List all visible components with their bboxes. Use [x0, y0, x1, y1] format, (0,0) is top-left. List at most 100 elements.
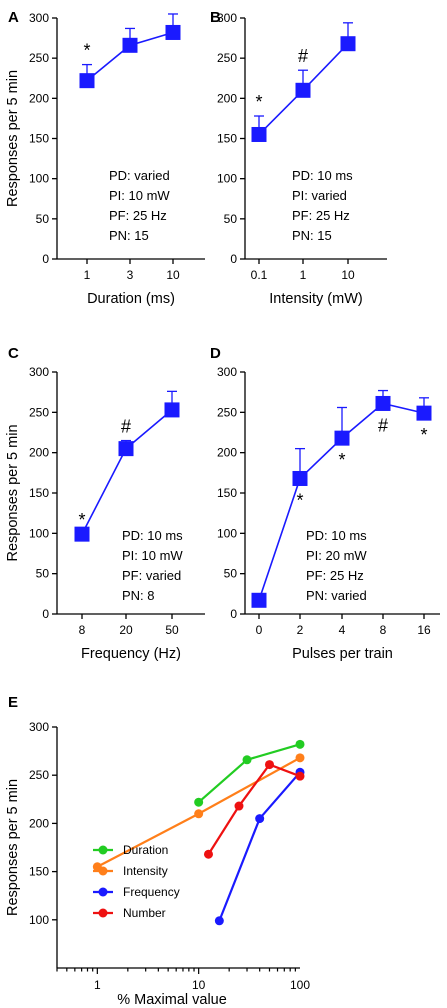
y-tick-label: 200 — [217, 91, 237, 105]
x-axis-label: % Maximal value — [117, 992, 227, 1008]
data-point — [194, 809, 204, 819]
data-point — [375, 395, 391, 411]
panel-letter: B — [210, 9, 221, 26]
x-tick-label: 8 — [79, 623, 86, 637]
y-tick-label: 300 — [29, 720, 49, 734]
data-point — [74, 526, 90, 542]
parameter-label: PD: 10 ms — [122, 528, 183, 543]
y-tick-label: 300 — [217, 365, 237, 379]
legend-label: Intensity — [123, 864, 168, 878]
parameter-label: PD: 10 ms — [306, 528, 367, 543]
y-tick-label: 100 — [29, 913, 49, 927]
parameter-label: PF: varied — [122, 568, 181, 583]
x-tick-label: 8 — [380, 623, 387, 637]
series-frequency — [214, 767, 305, 926]
parameter-label: PI: 10 mW — [122, 548, 183, 563]
significance-marker: * — [420, 425, 427, 445]
x-tick-label: 16 — [417, 623, 431, 637]
y-tick-label: 300 — [29, 365, 49, 379]
y-axis-label: Responses per 5 min — [5, 424, 21, 561]
data-point — [164, 402, 180, 418]
significance-marker: # — [378, 415, 388, 435]
x-tick-label: 0 — [256, 623, 263, 637]
y-tick-label: 50 — [36, 212, 50, 226]
data-point — [79, 73, 95, 89]
series-duration — [194, 739, 305, 807]
data-point — [122, 37, 138, 53]
data-point — [264, 760, 274, 770]
data-point — [416, 405, 432, 421]
y-tick-label: 0 — [42, 607, 49, 621]
y-tick-label: 150 — [217, 132, 237, 146]
legend-swatch-dot — [98, 908, 108, 918]
data-point — [251, 126, 267, 142]
y-tick-label: 100 — [29, 172, 49, 186]
series-line — [207, 763, 301, 855]
y-tick-label: 0 — [230, 607, 237, 621]
panel-letter: A — [8, 9, 19, 26]
y-tick-label: 200 — [29, 446, 49, 460]
data-point — [194, 797, 204, 807]
data-point — [295, 771, 305, 781]
parameter-label: PN: 15 — [109, 228, 149, 243]
x-axis-label: Duration (ms) — [87, 291, 175, 307]
panel-d: D 0 50 100 150 200 250 300 0 2 4 8 16 Pulses per trai… — [210, 345, 440, 662]
significance-marker: # — [121, 417, 131, 437]
panel-e: E 100 150 200 250 300 1 10 100 % Maximal value Res… — [5, 694, 310, 1008]
x-axis-label: Frequency (Hz) — [81, 646, 181, 662]
x-tick-label: 1 — [84, 268, 91, 282]
data-point — [234, 801, 244, 811]
y-tick-label: 200 — [29, 816, 49, 830]
y-axis-label: Responses per 5 min — [5, 779, 21, 916]
panel-a: A 0 50 100 150 200 250 300 1 3 10 Duration (ms) Resp… — [5, 9, 205, 307]
significance-marker: # — [298, 46, 308, 66]
data-point — [203, 849, 213, 859]
x-tick-label: 0.1 — [251, 268, 268, 282]
y-tick-label: 200 — [29, 91, 49, 105]
y-axis-label: Responses per 5 min — [5, 70, 21, 207]
data-point — [292, 470, 308, 486]
panel-letter: D — [210, 345, 221, 362]
y-tick-label: 200 — [217, 446, 237, 460]
data-point — [295, 82, 311, 98]
y-tick-label: 100 — [217, 172, 237, 186]
panel-c: C 0 50 100 150 200 250 300 8 20 50 Frequency (Hz) Re… — [5, 345, 205, 662]
y-tick-label: 250 — [29, 51, 49, 65]
data-point — [295, 739, 305, 749]
significance-marker: * — [83, 41, 90, 61]
x-tick-label: 1 — [300, 268, 307, 282]
x-tick-label: 4 — [339, 623, 346, 637]
parameter-label: PI: varied — [292, 188, 347, 203]
data-point — [340, 36, 356, 52]
legend-swatch-dot — [98, 887, 108, 897]
significance-marker: * — [296, 490, 303, 510]
legend-label: Number — [123, 906, 166, 920]
panel-letter: C — [8, 345, 19, 362]
x-tick-label: 100 — [290, 978, 310, 992]
parameter-label: PN: varied — [306, 588, 367, 603]
data-point — [334, 430, 350, 446]
y-tick-label: 50 — [224, 567, 238, 581]
y-tick-label: 100 — [29, 526, 49, 540]
x-tick-label: 1 — [94, 978, 101, 992]
data-point — [255, 814, 265, 824]
parameter-label: PD: varied — [109, 168, 170, 183]
panel-b: B 0 50 100 150 200 250 300 0.1 1 10 Intensity (mW) *… — [210, 9, 387, 307]
y-tick-label: 250 — [29, 405, 49, 419]
x-tick-label: 20 — [119, 623, 133, 637]
x-axis-label: Intensity (mW) — [269, 291, 362, 307]
data-point — [214, 916, 224, 926]
parameter-label: PN: 15 — [292, 228, 332, 243]
panel-letter: E — [8, 694, 18, 711]
y-tick-label: 250 — [217, 405, 237, 419]
legend-swatch-dot — [98, 866, 108, 876]
series-number — [203, 760, 305, 859]
data-point — [118, 441, 134, 457]
y-tick-label: 150 — [29, 132, 49, 146]
y-tick-label: 250 — [217, 51, 237, 65]
data-point — [295, 753, 305, 763]
y-tick-label: 0 — [42, 252, 49, 266]
x-axis-label: Pulses per train — [292, 646, 393, 662]
parameter-label: PD: 10 ms — [292, 168, 353, 183]
